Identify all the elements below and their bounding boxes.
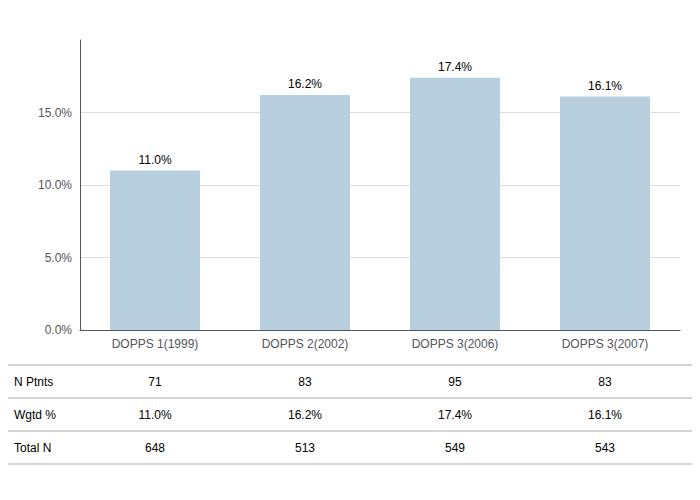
svg-text:17.4%: 17.4% [438,60,472,74]
svg-text:16.2%: 16.2% [288,408,322,422]
svg-text:16.1%: 16.1% [588,79,622,93]
svg-text:71: 71 [148,375,162,389]
svg-text:11.0%: 11.0% [138,153,171,167]
svg-text:83: 83 [598,375,612,389]
svg-text:16.1%: 16.1% [588,408,622,422]
svg-text:10.0%: 10.0% [38,178,72,192]
svg-text:513: 513 [295,441,315,455]
svg-text:83: 83 [298,375,312,389]
svg-text:15.0%: 15.0% [38,106,72,120]
svg-text:543: 543 [595,441,615,455]
svg-text:5.0%: 5.0% [45,251,73,265]
svg-text:DOPPS 1(1999): DOPPS 1(1999) [112,337,199,351]
svg-text:DOPPS 2(2002): DOPPS 2(2002) [262,337,349,351]
svg-text:11.0%: 11.0% [138,408,171,422]
svg-text:Total N: Total N [14,441,51,455]
svg-text:0.0%: 0.0% [45,323,73,337]
svg-text:16.2%: 16.2% [288,77,322,91]
svg-text:DOPPS 3(2007): DOPPS 3(2007) [562,337,649,351]
svg-text:N Ptnts: N Ptnts [14,375,53,389]
svg-text:Wgtd %: Wgtd % [14,408,56,422]
svg-text:DOPPS 3(2006): DOPPS 3(2006) [412,337,499,351]
svg-text:648: 648 [145,441,165,455]
svg-text:17.4%: 17.4% [438,408,472,422]
svg-text:95: 95 [448,375,462,389]
svg-text:549: 549 [445,441,465,455]
